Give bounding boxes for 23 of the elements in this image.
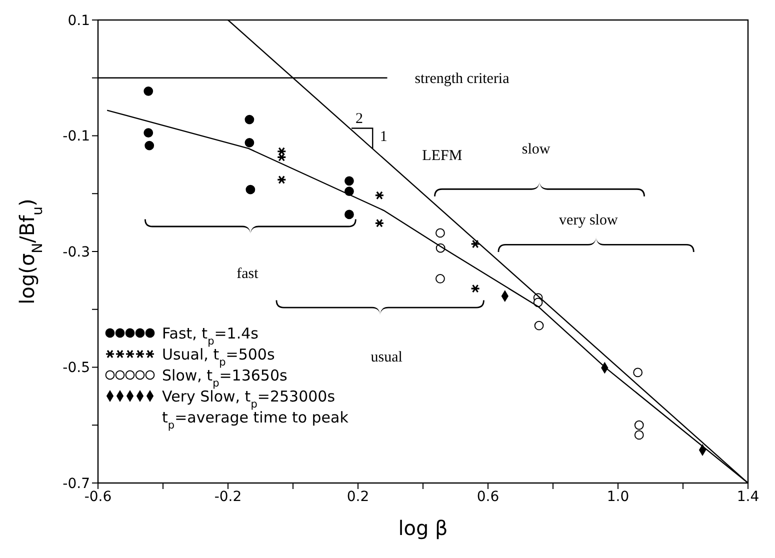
legend-label: Slow, t$_{p}$=13650s bbox=[162, 366, 288, 390]
annotation: strength criteria bbox=[414, 71, 510, 88]
annotation: 2 bbox=[356, 111, 364, 128]
x-tick-label: -0.2 bbox=[214, 488, 242, 505]
y-tick-label: 0.1 bbox=[68, 12, 90, 29]
annotation: fast bbox=[236, 266, 260, 282]
x-tick-label: 0.6 bbox=[476, 488, 500, 505]
legend-label: Very Slow, t$_{p}$=253000s bbox=[162, 387, 336, 410]
x-tick-label: 1.0 bbox=[606, 488, 630, 505]
legend-label: Usual, t$_{p}$=500s bbox=[162, 345, 275, 368]
x-tick-label: 0.2 bbox=[346, 488, 370, 505]
annotation: usual bbox=[370, 350, 402, 366]
annotation: t$_{p}$=average time to peak bbox=[162, 408, 349, 432]
annotation: slow bbox=[522, 142, 550, 158]
annotation: LEFM bbox=[422, 148, 462, 164]
annotation: very slow bbox=[559, 212, 618, 228]
y-tick-label: -0.1 bbox=[62, 128, 90, 145]
y-tick-label: -0.3 bbox=[62, 244, 90, 260]
x-axis-title: log β bbox=[398, 516, 448, 540]
x-tick-label: 1.4 bbox=[736, 488, 760, 505]
y-tick-label: -0.5 bbox=[62, 360, 90, 376]
annotation: 1 bbox=[380, 129, 388, 145]
legend-label: Fast, t$_{p}$=1.4s bbox=[162, 324, 259, 348]
